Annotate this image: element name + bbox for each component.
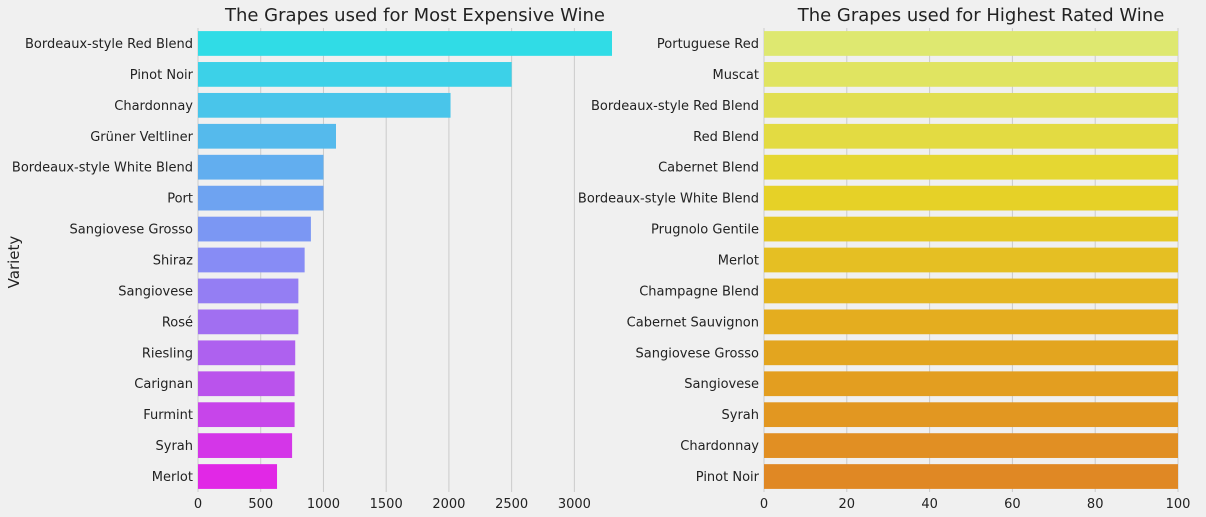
x-tick-label: 100: [1166, 497, 1191, 512]
x-tick-label: 20: [839, 497, 856, 512]
category-label: Syrah: [722, 408, 760, 423]
x-tick-label: 2000: [432, 497, 465, 512]
bar: [764, 278, 1178, 304]
bar: [198, 278, 299, 304]
category-label: Shiraz: [153, 254, 193, 269]
bar: [198, 371, 295, 397]
category-label: Rosé: [162, 315, 193, 330]
category-label: Bordeaux-style White Blend: [578, 192, 759, 207]
bar: [764, 464, 1178, 489]
category-label: Chardonnay: [114, 99, 193, 114]
x-tick-label: 500: [248, 497, 273, 512]
tick-labels-left: 0 500 1000 1500 2000 2500 3000: [194, 497, 591, 512]
category-label: Grüner Veltliner: [90, 130, 193, 145]
tick-labels-right: 0 20 40 60 80 100: [760, 497, 1191, 512]
category-label: Sangiovese: [684, 377, 759, 392]
chart-title-right: The Grapes used for Highest Rated Wine: [797, 5, 1165, 26]
category-label: Red Blend: [693, 130, 759, 145]
bar: [764, 123, 1178, 149]
category-label: Furmint: [143, 408, 193, 423]
bar: [198, 92, 451, 118]
bar: [198, 402, 295, 428]
category-label: Sangiovese Grosso: [636, 346, 760, 361]
category-label: Port: [167, 192, 193, 207]
category-labels-left: Bordeaux-style Red Blend Pinot Noir Chardo…: [12, 37, 194, 485]
bar: [764, 433, 1178, 458]
x-tick-label: 60: [1004, 497, 1021, 512]
category-label: Pinot Noir: [130, 68, 194, 83]
bar: [764, 402, 1178, 428]
x-tick-label: 3000: [558, 497, 591, 512]
x-tick-label: 0: [760, 497, 768, 512]
category-label: Cabernet Blend: [658, 161, 759, 176]
x-tick-label: 0: [194, 497, 202, 512]
bar: [764, 309, 1178, 335]
x-tick-label: 1000: [307, 497, 340, 512]
bar: [198, 154, 324, 180]
bar: [764, 340, 1178, 366]
category-label: Portuguese Red: [657, 37, 759, 52]
chart-most-expensive: Bordeaux-style Red Blend Pinot Noir Chardo…: [5, 5, 612, 512]
bar: [198, 464, 278, 489]
bar: [198, 216, 311, 242]
category-label: Champagne Blend: [639, 284, 759, 299]
bar: [198, 309, 299, 335]
bar: [198, 247, 305, 273]
bar: [764, 371, 1178, 397]
bar: [764, 31, 1178, 56]
x-tick-label: 1500: [370, 497, 403, 512]
category-label: Carignan: [134, 377, 193, 392]
category-label: Bordeaux-style Red Blend: [591, 99, 759, 114]
bar: [198, 340, 296, 366]
bar: [764, 62, 1178, 87]
chart-title-left: The Grapes used for Most Expensive Wine: [224, 5, 605, 26]
category-label: Muscat: [713, 68, 759, 83]
bars-right: [764, 31, 1178, 489]
category-label: Riesling: [142, 346, 193, 361]
category-labels-right: Portuguese Red Muscat Bordeaux-style Red B…: [578, 37, 760, 485]
category-label: Merlot: [152, 470, 193, 485]
category-label: Sangiovese: [118, 284, 193, 299]
y-axis-label-left: Variety: [5, 236, 23, 289]
category-label: Pinot Noir: [696, 470, 760, 485]
bar: [764, 216, 1178, 242]
bars-left: [198, 31, 612, 489]
category-label: Cabernet Sauvignon: [627, 315, 759, 330]
category-label: Sangiovese Grosso: [70, 223, 194, 238]
bar: [198, 31, 612, 56]
x-tick-label: 80: [1087, 497, 1104, 512]
bar: [764, 247, 1178, 273]
bar: [764, 92, 1178, 118]
category-label: Chardonnay: [680, 439, 759, 454]
bar: [198, 185, 324, 211]
category-label: Bordeaux-style White Blend: [12, 161, 193, 176]
x-tick-label: 2500: [495, 497, 528, 512]
bar: [198, 123, 336, 149]
bar: [764, 185, 1178, 211]
category-label: Prugnolo Gentile: [651, 223, 759, 238]
bar: [764, 154, 1178, 180]
category-label: Syrah: [156, 439, 194, 454]
chart-highest-rated: Portuguese Red Muscat Bordeaux-style Red B…: [578, 5, 1191, 512]
category-label: Merlot: [718, 254, 759, 269]
category-label: Bordeaux-style Red Blend: [25, 37, 193, 52]
x-tick-label: 40: [921, 497, 938, 512]
bar: [198, 433, 293, 458]
bar: [198, 62, 512, 87]
